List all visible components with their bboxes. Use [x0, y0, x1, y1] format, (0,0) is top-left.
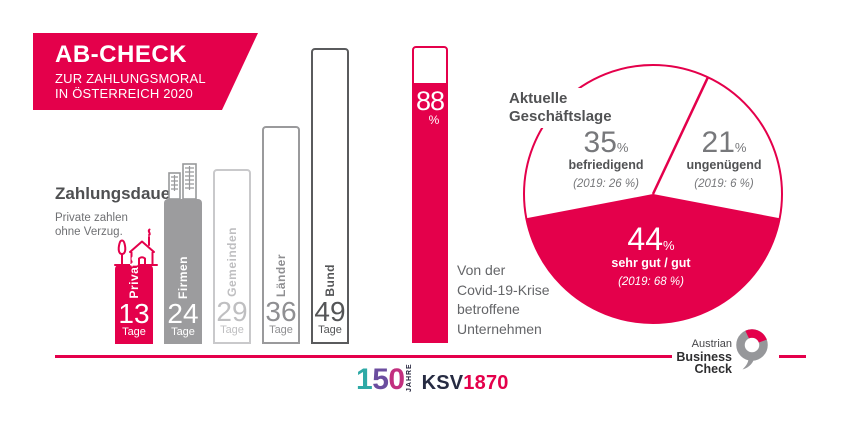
bar-private-unit: Tage — [122, 326, 146, 338]
buildings-icon — [168, 163, 197, 199]
bar-bund-label: Bund — [323, 264, 337, 297]
pie-heading: Aktuelle Geschäftslage — [509, 88, 622, 128]
page-subtitle: ZUR ZAHLUNGSMORAL IN ÖSTERREICH 2020 — [55, 71, 258, 101]
bar-firmen-unit: Tage — [171, 326, 195, 338]
zahlungsdauer-block: Zahlungsdauer Private zahlen ohne Verzug… — [55, 184, 177, 239]
ksv-jahre-label: JAHRE — [405, 363, 413, 392]
covid-value: 88 — [415, 86, 445, 117]
ksv1870-logo: 150 JAHRE KSV1870 — [356, 363, 509, 396]
pie-value-ungenuegend: 21 — [701, 126, 735, 159]
page-title: AB-CHECK — [55, 41, 187, 68]
bar-bund-value: 49 — [314, 296, 346, 327]
footer-divider-left — [55, 355, 672, 358]
bar-bund-unit: Tage — [318, 324, 342, 336]
business-check-bubble-icon — [736, 329, 768, 370]
bar-gemeinden-value: 29 — [216, 296, 248, 327]
zahlungsdauer-heading: Zahlungsdauer — [55, 184, 177, 203]
bar-bund: Bund 49 Tage — [311, 47, 349, 344]
subtitle-line-1: ZUR ZAHLUNGSMORAL — [55, 71, 206, 86]
ksv-wordmark: KSV1870 — [421, 372, 509, 394]
pie-value-befriedigend: 35 — [583, 126, 617, 159]
bar-private: Private 13 Tage — [115, 255, 153, 344]
subtitle-line-2: IN ÖSTERREICH 2020 — [55, 86, 193, 101]
pie-label-befriedigend: 35% befriedigend (2019: 26 %) — [568, 126, 644, 191]
bar-gemeinden-label: Gemeinden — [225, 227, 239, 297]
ksv-150: 150 — [356, 363, 405, 396]
header-banner: AB-CHECK ZUR ZAHLUNGSMORAL IN ÖSTERREICH… — [33, 33, 258, 110]
bar-gemeinden-unit: Tage — [220, 324, 244, 336]
pie-label-ungenuegend: 21% ungenügend (2019: 6 %) — [686, 126, 762, 191]
covid-bar: 88 % — [412, 46, 448, 343]
pie-value-sehr-gut: 44 — [627, 221, 664, 257]
house-tree-icon — [114, 228, 158, 266]
bar-firmen-label: Firmen — [176, 255, 190, 299]
covid-bar-fill: 88 % — [414, 83, 446, 341]
pie-divider — [651, 76, 710, 195]
pie-label-sehr-gut: 44% sehr gut / gut (2019: 68 %) — [611, 221, 691, 288]
pie-slice-sehr-gut — [526, 194, 780, 323]
bar-laender-value: 36 — [265, 296, 297, 327]
covid-caption: Von der Covid-19-Krise betroffene Untern… — [457, 262, 550, 337]
bar-private-label: Private — [127, 255, 141, 299]
bar-private-value: 13 — [118, 298, 150, 329]
bar-laender-label: Länder — [274, 253, 288, 297]
zahlungsdauer-note: Private zahlen ohne Verzug. — [55, 212, 128, 238]
bar-firmen: Firmen 24 Tage — [164, 198, 202, 344]
bar-laender-unit: Tage — [269, 324, 293, 336]
bar-gemeinden: Gemeinden 29 Tage — [213, 168, 251, 344]
pie-chart — [523, 64, 783, 324]
bar-laender: Länder 36 Tage — [262, 126, 300, 344]
covid-percent-sign: % — [428, 113, 440, 128]
footer-divider-right — [779, 355, 806, 358]
bar-firmen-value: 24 — [167, 298, 199, 329]
austrian-business-check-label: Austrian Business Check — [676, 338, 732, 376]
